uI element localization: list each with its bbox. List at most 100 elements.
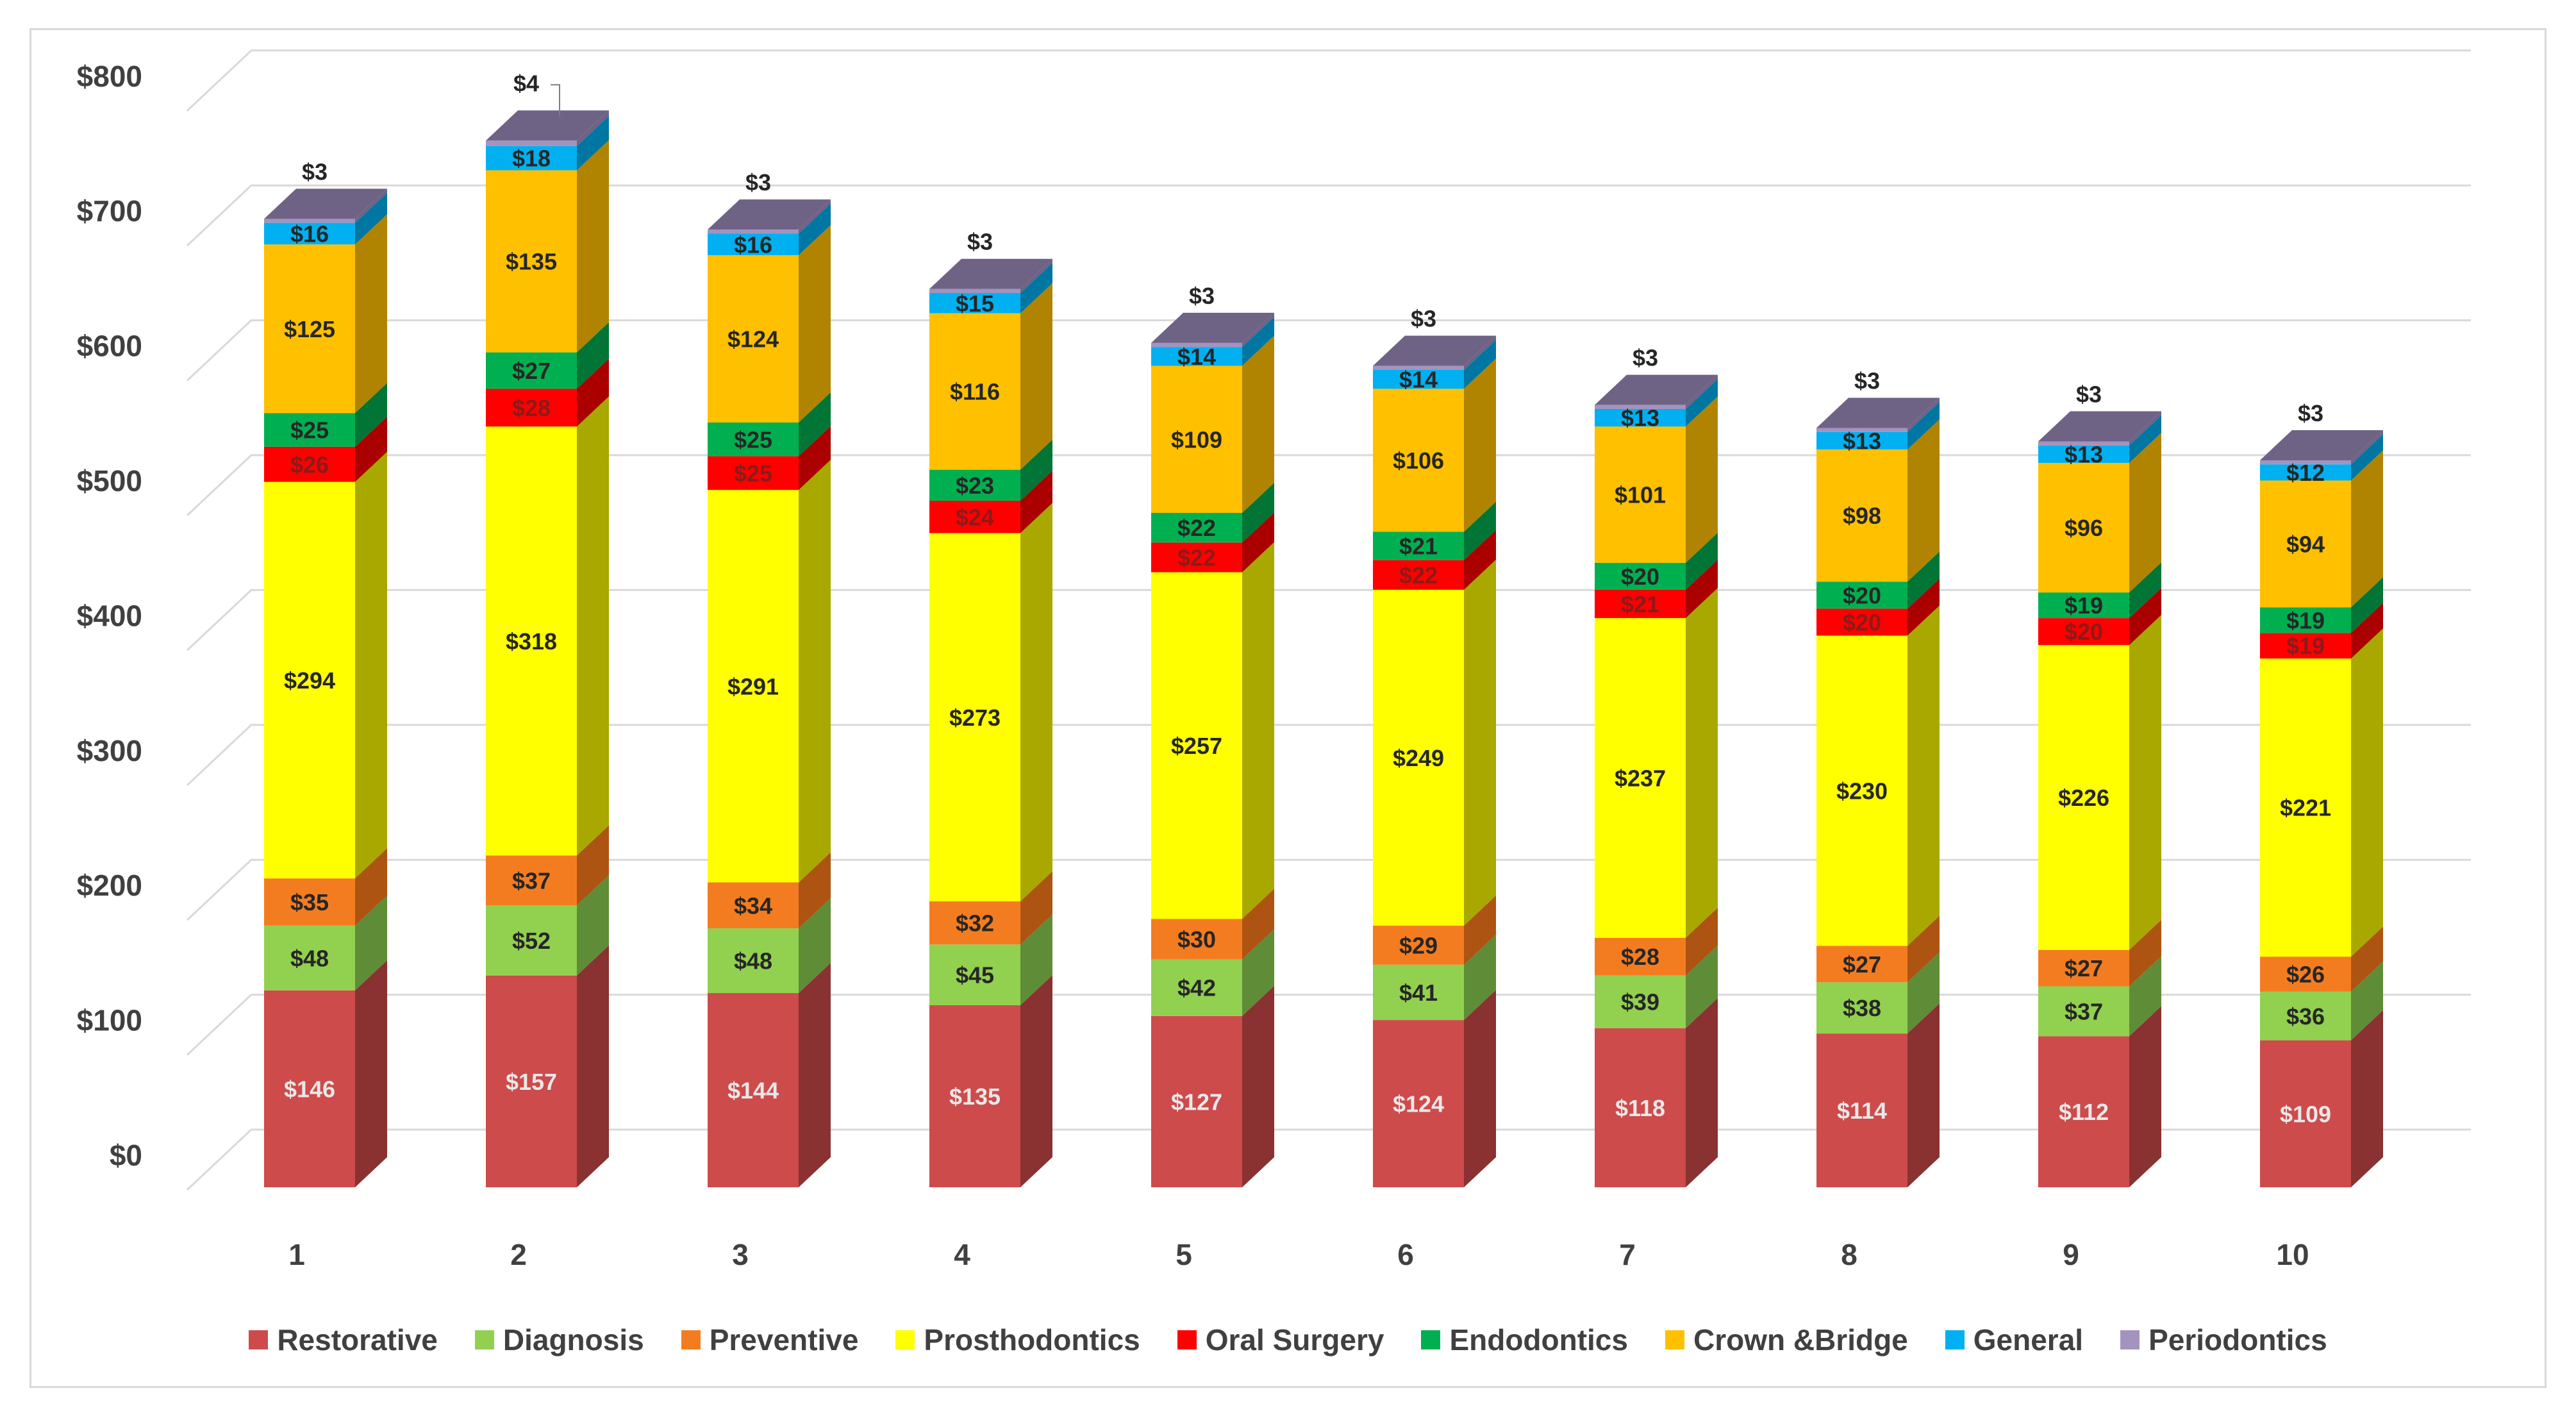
x-tick-label: 3 bbox=[732, 1238, 749, 1271]
gridline bbox=[186, 994, 2471, 1056]
bar-segment bbox=[929, 503, 1052, 901]
legend-swatch bbox=[1665, 1330, 1684, 1349]
data-label: $13 bbox=[1621, 405, 1659, 431]
bar-segment bbox=[1151, 317, 1274, 366]
bar-segment bbox=[2260, 628, 2383, 957]
data-label: $109 bbox=[1171, 426, 1222, 453]
bar-segment bbox=[264, 451, 387, 879]
legend-swatch bbox=[1945, 1330, 1965, 1349]
data-label: $20 bbox=[1621, 564, 1659, 590]
bar-segment bbox=[2038, 562, 2161, 619]
data-label: $3 bbox=[1854, 367, 1880, 394]
x-axis: 1 2 3 4 5 6 7 8 9 10 bbox=[288, 1238, 2309, 1271]
bar-segment bbox=[264, 416, 387, 482]
y-tick-label: $600 bbox=[77, 330, 142, 363]
legend-item: Periodontics bbox=[2120, 1323, 2327, 1357]
bar-segment bbox=[1816, 419, 1940, 582]
bar-segment bbox=[2260, 434, 2383, 481]
data-label: $273 bbox=[949, 705, 1001, 731]
data-label: $22 bbox=[1177, 544, 1216, 571]
gridline bbox=[186, 454, 2471, 517]
legend-swatch bbox=[895, 1330, 915, 1349]
data-label: $3 bbox=[2298, 400, 2323, 426]
data-label: $35 bbox=[290, 889, 329, 915]
data-label: $124 bbox=[727, 326, 779, 353]
data-label: $37 bbox=[512, 867, 551, 894]
bar-segment bbox=[1373, 339, 1496, 389]
data-label: $18 bbox=[512, 146, 551, 172]
bar-segment bbox=[708, 203, 831, 256]
bar-segment bbox=[486, 396, 609, 856]
bar-segment bbox=[708, 963, 831, 1187]
data-label: $101 bbox=[1615, 482, 1666, 508]
bar-segment bbox=[1373, 990, 1496, 1187]
bar-segment bbox=[708, 225, 831, 423]
legend-swatch bbox=[474, 1330, 494, 1349]
bar-segment bbox=[929, 439, 1052, 501]
data-label: $25 bbox=[290, 417, 329, 444]
bar-segment bbox=[708, 426, 831, 490]
bar-segment bbox=[2260, 1010, 2383, 1187]
data-label: $124 bbox=[1393, 1091, 1444, 1117]
legend-item: Crown &Bridge bbox=[1665, 1323, 1908, 1357]
y-tick-label: $500 bbox=[77, 464, 142, 497]
data-label: $36 bbox=[2286, 1003, 2325, 1030]
bar-segment bbox=[929, 263, 1052, 313]
data-label: $20 bbox=[1843, 609, 1881, 635]
data-label: $39 bbox=[1621, 989, 1659, 1015]
bar-segment bbox=[1373, 895, 1496, 965]
bar-segment bbox=[486, 945, 609, 1187]
data-labels: $146 $48 $35 $294 $26 $25 $125 $16 $3 $157 $52 $37 $… bbox=[284, 70, 2331, 1127]
bar-segment bbox=[929, 871, 1052, 945]
data-label: $94 bbox=[2286, 531, 2325, 557]
data-label: $19 bbox=[2065, 592, 2103, 619]
y-tick-label: $300 bbox=[77, 734, 142, 767]
data-label: $291 bbox=[727, 673, 779, 699]
bar-segment bbox=[2038, 588, 2161, 646]
legend-label: Diagnosis bbox=[503, 1323, 644, 1357]
data-label: $38 bbox=[1843, 995, 1881, 1021]
data-label: $3 bbox=[2076, 381, 2102, 407]
bar-segment bbox=[1373, 358, 1496, 532]
bar-segment bbox=[486, 140, 609, 353]
data-label: $114 bbox=[1837, 1098, 1887, 1124]
bar-segment bbox=[1151, 542, 1274, 919]
bar-segment bbox=[708, 460, 831, 883]
data-label: $45 bbox=[956, 962, 994, 989]
bar-segment bbox=[1816, 401, 1940, 450]
data-label: $23 bbox=[956, 472, 994, 499]
bar-segment bbox=[1373, 501, 1496, 560]
data-label: $237 bbox=[1615, 765, 1666, 791]
bars bbox=[264, 110, 2383, 1187]
data-label: $34 bbox=[734, 892, 772, 919]
gridline bbox=[186, 724, 2471, 786]
legend-label: Prosthodontics bbox=[924, 1323, 1140, 1357]
x-tick-label: 7 bbox=[1619, 1238, 1636, 1271]
bar-segment bbox=[264, 383, 387, 447]
bar-segment bbox=[2038, 415, 2161, 464]
data-label: $37 bbox=[2065, 998, 2103, 1024]
data-label: $318 bbox=[506, 628, 557, 655]
gridline bbox=[186, 858, 2471, 921]
data-label: $28 bbox=[512, 395, 551, 421]
bar-segment bbox=[1595, 998, 1718, 1187]
y-tick-label: $700 bbox=[77, 194, 142, 228]
bar-segment bbox=[929, 914, 1052, 1005]
data-label: $21 bbox=[1399, 533, 1438, 560]
legend-item: Diagnosis bbox=[474, 1323, 644, 1357]
y-tick-label: $400 bbox=[77, 599, 142, 632]
x-tick-label: 10 bbox=[2276, 1238, 2309, 1271]
data-label: $221 bbox=[2280, 795, 2331, 821]
bar-segment bbox=[264, 960, 387, 1187]
data-label: $42 bbox=[1177, 975, 1216, 1001]
bar-segment bbox=[1151, 929, 1274, 1016]
data-label: $22 bbox=[1177, 515, 1216, 541]
bar-segment bbox=[486, 825, 609, 906]
x-tick-label: 4 bbox=[954, 1238, 970, 1271]
bar-segment bbox=[2038, 433, 2161, 593]
data-label: $125 bbox=[284, 316, 335, 342]
bar-segment bbox=[1151, 483, 1274, 543]
bar-segment bbox=[264, 214, 387, 413]
bar-segment bbox=[2038, 615, 2161, 950]
data-label: $52 bbox=[512, 928, 551, 954]
